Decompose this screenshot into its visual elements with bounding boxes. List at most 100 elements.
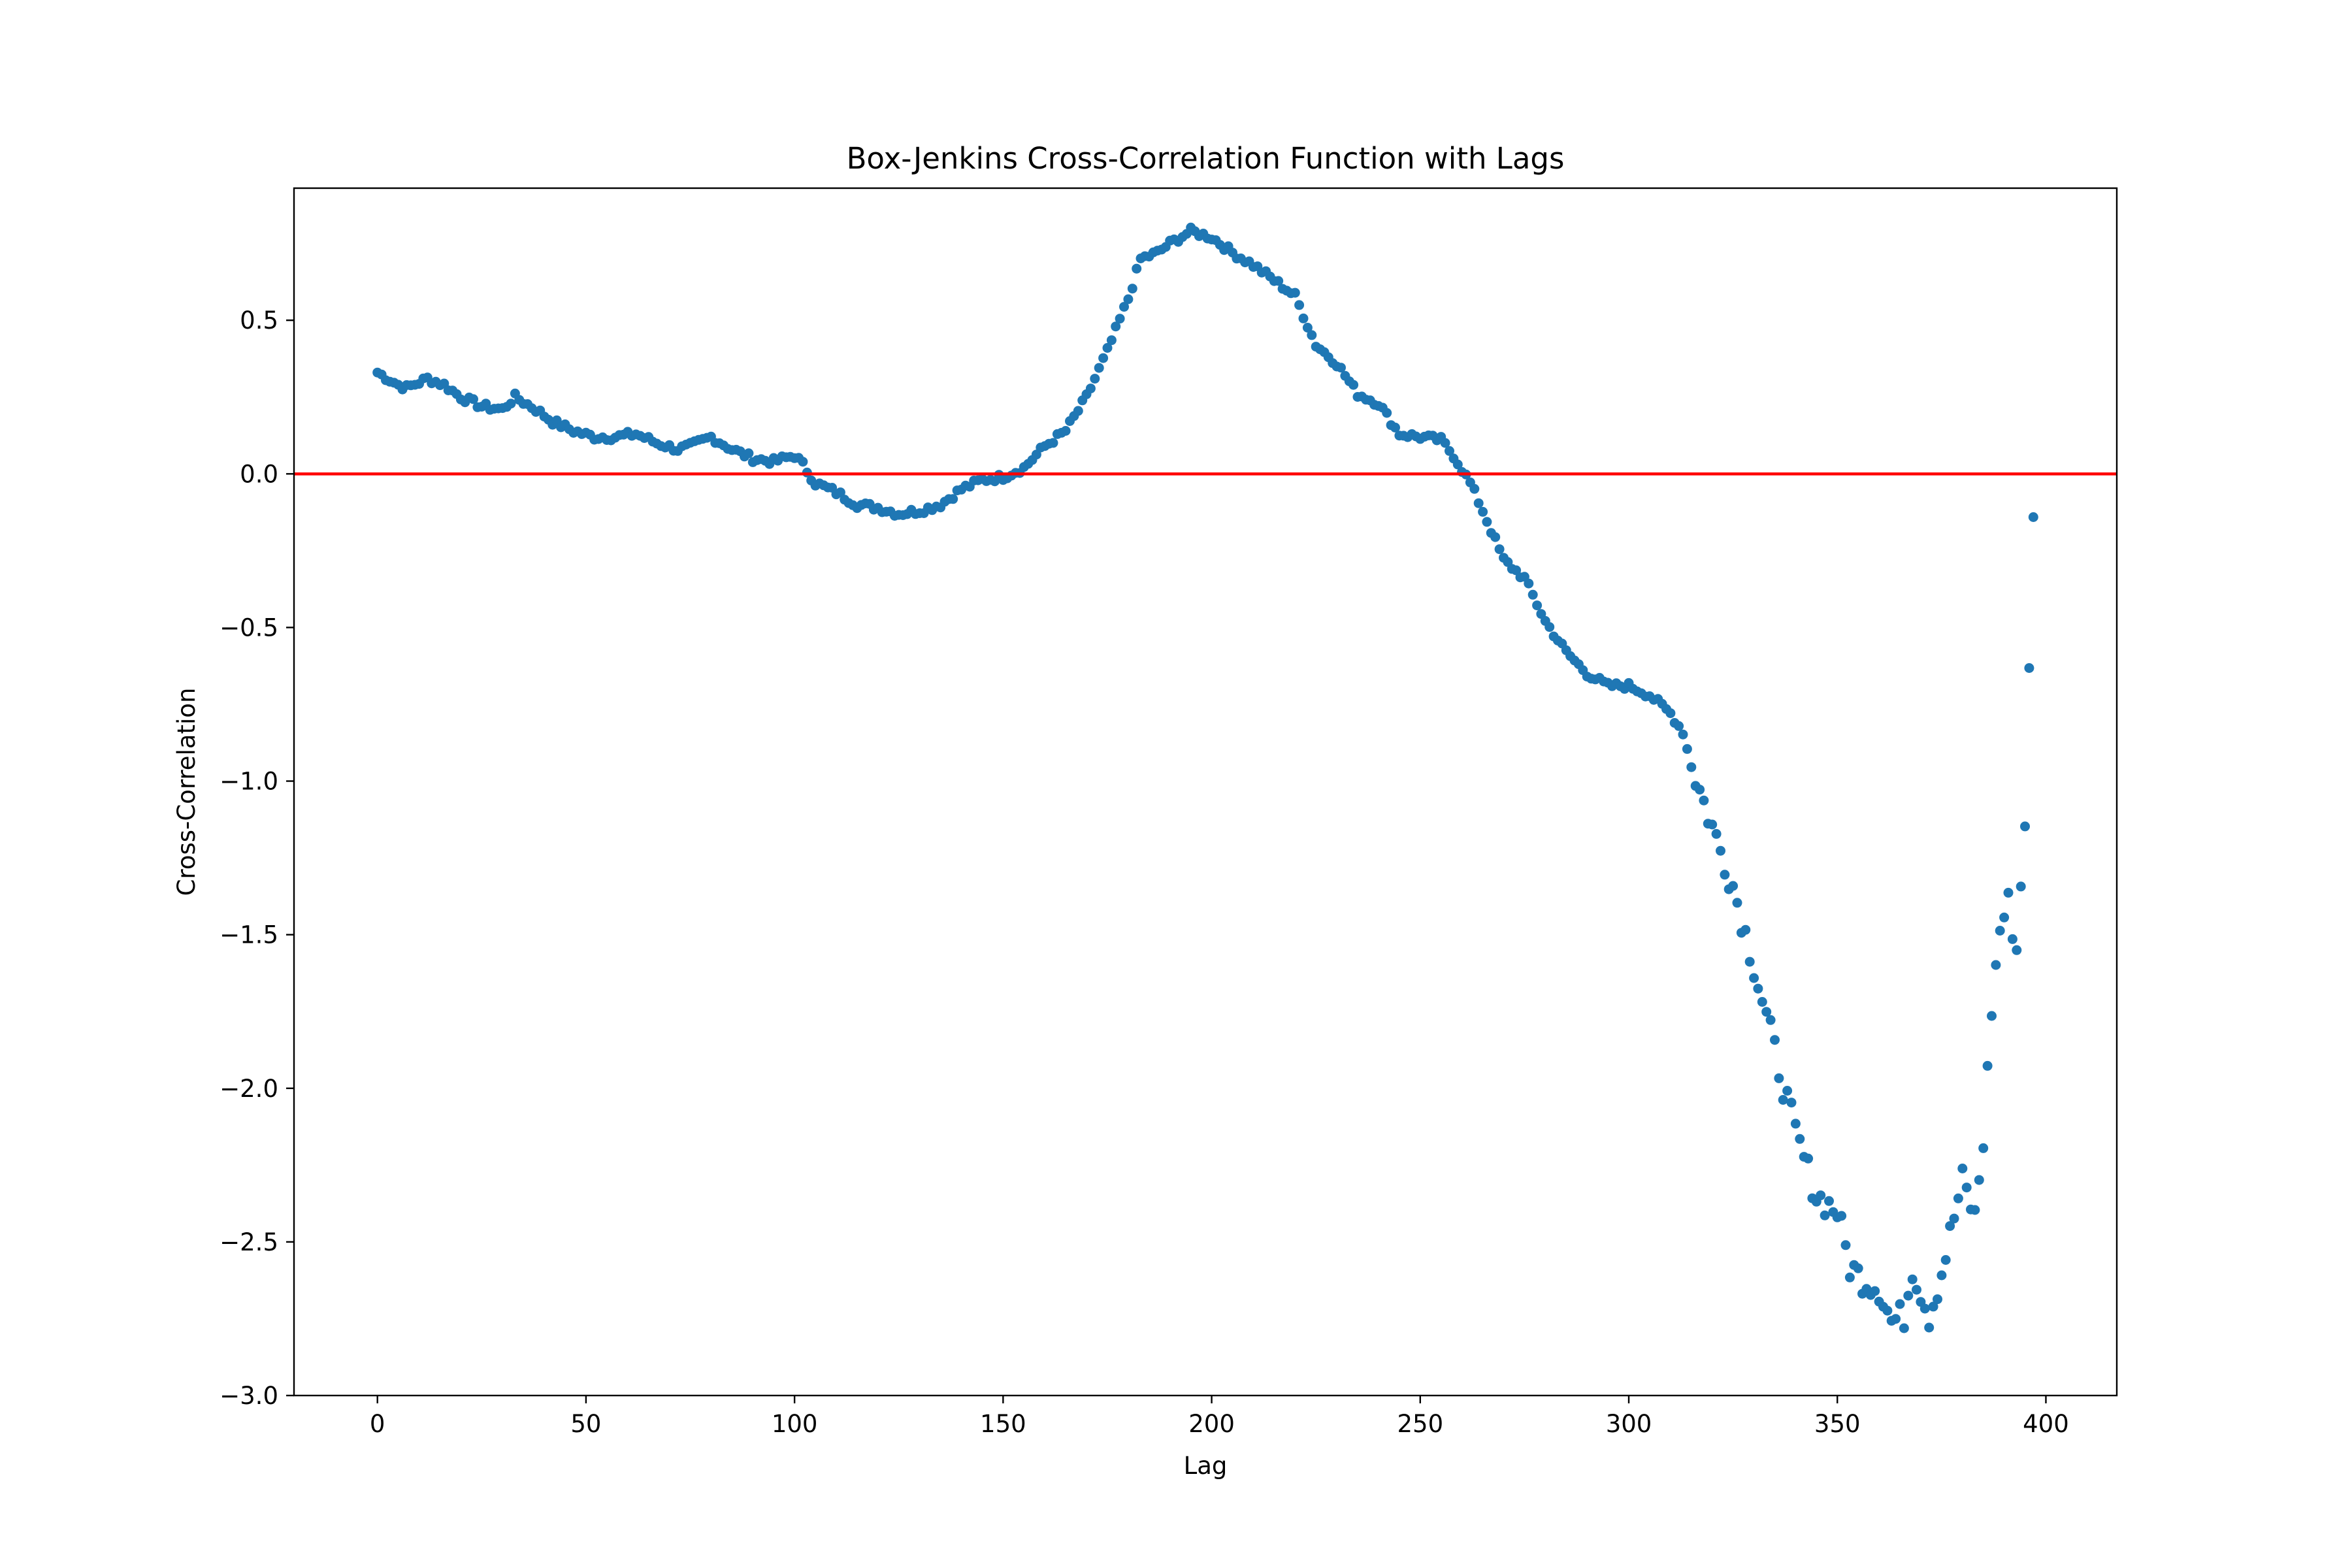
data-point [1740,924,1751,935]
data-point [1753,983,1763,994]
data-point [1302,323,1313,333]
x-tick-label: 350 [1814,1410,1861,1438]
data-point [1744,956,1755,967]
x-tick-label: 150 [980,1410,1026,1438]
data-point [1903,1290,1914,1301]
data-point [1837,1211,1847,1221]
data-point [1919,1303,1930,1314]
data-point [1940,1255,1951,1265]
data-point [1469,483,1480,494]
data-point [1106,335,1117,346]
data-point [1953,1193,1963,1203]
data-point [506,399,516,409]
data-point [1795,1134,1805,1144]
x-tick-label: 50 [570,1410,601,1438]
data-point [1348,380,1359,390]
data-point [1970,1205,1980,1215]
data-point [1382,408,1392,418]
data-point [1478,506,1488,517]
data-point [1699,795,1709,806]
y-tick-label: −1.0 [220,768,278,796]
data-point [1132,263,1142,274]
data-point [1090,374,1100,384]
y-tick-label: −1.5 [220,921,278,949]
data-point [1933,1294,1942,1305]
data-point [1711,828,1722,839]
data-point [1524,578,1534,589]
data-point [2007,934,2017,944]
data-point [1899,1323,1909,1333]
data-point [1995,926,2005,936]
data-point [1803,1153,1814,1164]
data-point [1511,565,1522,576]
data-point [1490,532,1501,542]
data-point [1945,1221,1955,1232]
data-point [948,494,958,504]
data-point [1390,422,1400,433]
y-tick-label: −0.5 [220,613,278,642]
data-point [1445,446,1454,456]
x-tick-label: 0 [370,1410,385,1438]
data-point [835,487,845,498]
data-point [1786,1098,1797,1108]
plot-frame [293,187,2118,1397]
data-point [1820,1210,1830,1220]
y-tick-label: −3.0 [220,1382,278,1410]
data-point [798,457,808,467]
data-point [1307,330,1317,340]
data-point [1870,1286,1880,1296]
data-point [1665,708,1676,719]
data-point [1824,1196,1834,1206]
data-point [1816,1190,1826,1201]
data-point [1098,353,1109,363]
data-point [2003,887,2014,898]
data-point [1707,819,1718,830]
data-point [1123,294,1134,304]
x-tick-label: 400 [2023,1410,2069,1438]
data-point [1978,1143,1989,1153]
data-point [2016,881,2026,892]
data-point [1674,721,1684,731]
data-point [1119,302,1129,312]
data-point [1907,1274,1918,1284]
y-tick-label: −2.5 [220,1228,278,1256]
data-point [1844,1272,1855,1282]
data-point [743,448,754,459]
data-point [2024,663,2034,673]
x-axis: 0 50 100 150 200 250 300 350 400 [370,1396,2069,1438]
data-point [1473,498,1484,508]
data-point [1716,845,1725,856]
data-point [1790,1119,1801,1129]
data-point [1774,1073,1784,1083]
data-point [1686,762,1697,772]
data-point [1749,973,1759,983]
data-point [1882,1305,1893,1316]
x-axis-label: Lag [1184,1452,1228,1480]
data-point [1720,870,1730,880]
data-point [1728,881,1739,891]
data-point [1060,426,1071,436]
chart-title: Box-Jenkins Cross-Correlation Function w… [847,141,1565,176]
data-point [1294,300,1305,310]
data-point [1895,1299,1905,1309]
data-point [1678,729,1688,740]
data-point [1452,459,1463,470]
data-point [1957,1164,1968,1173]
data-point [2020,821,2030,832]
data-point [1778,1095,1788,1105]
data-point [1115,314,1125,324]
data-point [468,394,478,404]
data-point [1073,406,1083,416]
data-point [1924,1322,1935,1333]
data-point [1991,960,2001,970]
data-point [1298,313,1309,323]
data-point [1853,1263,1863,1273]
data-point [1544,622,1555,632]
y-tick-label: 0.5 [240,306,278,335]
data-point [1999,912,2010,923]
data-point [1695,785,1705,795]
data-point [1440,438,1450,448]
data-point [1891,1314,1901,1324]
